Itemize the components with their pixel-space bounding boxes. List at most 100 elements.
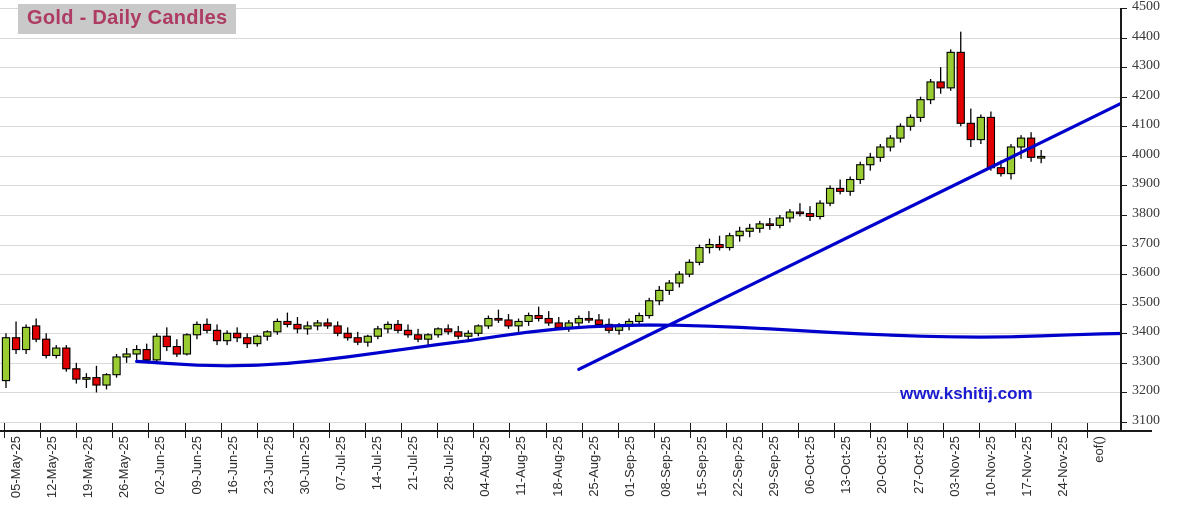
y-axis-label: 3900 [1132, 176, 1160, 191]
candle-body [383, 323, 393, 330]
candle-body [403, 329, 413, 336]
y-axis-tick [1120, 38, 1127, 39]
candle-body [675, 273, 684, 284]
y-axis-label: 4400 [1132, 29, 1160, 44]
y-axis-label: 4500 [1132, 0, 1160, 14]
candle-body [293, 323, 302, 330]
candle-body [393, 323, 403, 331]
x-axis-tick [690, 423, 691, 438]
candle-body [92, 377, 101, 386]
candle-body [645, 300, 654, 317]
moving-average-line [135, 323, 1120, 368]
x-axis-tick [546, 423, 547, 438]
candle-body [253, 335, 262, 345]
x-axis-label: 21-Jul-25 [405, 436, 420, 491]
candle-body [192, 323, 202, 336]
x-axis-label: 06-Oct-25 [802, 436, 817, 494]
candle-body [52, 347, 61, 357]
gridline [0, 392, 1120, 393]
x-axis-label: 30-Jun-25 [297, 436, 312, 495]
candle-body [243, 337, 252, 345]
y-axis: 4500 4400 4300 4200 4100 4000 3900 3800 3700 3600… [1120, 0, 1180, 440]
x-axis-label: 02-Jun-25 [152, 436, 167, 495]
candle-body [725, 235, 734, 249]
x-axis-tick [1087, 423, 1088, 438]
candle-body [152, 335, 161, 361]
candle-body [31, 325, 41, 340]
y-axis-tick [1120, 333, 1127, 334]
x-axis-label: 28-Jul-25 [441, 436, 456, 491]
gridline [0, 215, 1120, 216]
chart-series-layer [1, 31, 1120, 393]
candle-body [1016, 137, 1026, 148]
gridline [0, 333, 1120, 334]
x-axis-label: 20-Oct-25 [874, 436, 889, 494]
gridline [0, 363, 1120, 364]
candle-body [222, 332, 232, 342]
y-axis-tick [1120, 67, 1127, 68]
candle-body [685, 261, 694, 275]
x-axis-tick [582, 423, 583, 438]
x-axis-label: 07-Jul-25 [333, 436, 348, 491]
x-axis-tick [762, 423, 763, 438]
candlestick-svg [1, 31, 1120, 393]
candle-body [775, 217, 784, 226]
x-axis-label: eof() [1091, 436, 1106, 463]
candle-body [182, 334, 192, 355]
candle-body [785, 211, 795, 219]
y-axis-tick [1120, 363, 1127, 364]
candle-body [11, 337, 21, 351]
candle-body [303, 325, 312, 330]
candle-body [283, 320, 292, 325]
candle-body [353, 337, 362, 343]
candle-body [423, 334, 433, 340]
x-axis-label: 17-Nov-25 [1019, 436, 1034, 497]
candle-body [554, 322, 563, 328]
x-axis-label: 19-May-25 [80, 436, 95, 499]
x-axis-tick [509, 423, 510, 438]
candle-body [313, 322, 322, 327]
candle-body [42, 338, 51, 357]
x-axis-label: 26-May-25 [116, 436, 131, 499]
candle-body [594, 319, 604, 325]
candle-body [906, 116, 915, 127]
y-axis-label: 4200 [1132, 88, 1160, 103]
candle-body [705, 244, 714, 249]
candle-body [504, 319, 513, 327]
y-axis-label: 3200 [1132, 383, 1160, 398]
y-axis-tick [1120, 185, 1127, 186]
x-axis-tick [40, 423, 41, 438]
y-axis-label: 4100 [1132, 117, 1160, 132]
gridline [0, 38, 1120, 39]
gridline [0, 156, 1120, 157]
x-axis-label: 16-Jun-25 [225, 436, 240, 495]
candlestick-series [1, 31, 1046, 393]
x-axis-tick [257, 423, 258, 438]
candle-body [433, 328, 443, 336]
y-axis-tick [1120, 422, 1127, 423]
candle-body [655, 289, 664, 302]
candle-body [484, 317, 493, 327]
candle-body [323, 322, 332, 327]
candle-body [634, 314, 644, 323]
gridline [0, 304, 1120, 305]
candle-body [263, 331, 272, 337]
candle-body [1037, 155, 1046, 159]
candle-body [233, 332, 242, 339]
candle-body [172, 346, 181, 355]
candle-body [21, 326, 31, 351]
y-axis-tick [1120, 392, 1127, 393]
x-axis-tick [4, 423, 5, 438]
candle-body [162, 335, 171, 348]
candle-body [866, 156, 875, 166]
x-axis-label: 09-Jun-25 [189, 436, 204, 495]
gridline [0, 67, 1120, 68]
candle-body [876, 146, 885, 158]
candle-body [333, 325, 342, 334]
candle-body [72, 368, 81, 380]
y-axis-label: 4000 [1132, 147, 1160, 162]
x-axis-label: 18-Aug-25 [550, 436, 565, 497]
x-axis-label: 03-Nov-25 [947, 436, 962, 497]
x-axis-tick [1051, 423, 1052, 438]
